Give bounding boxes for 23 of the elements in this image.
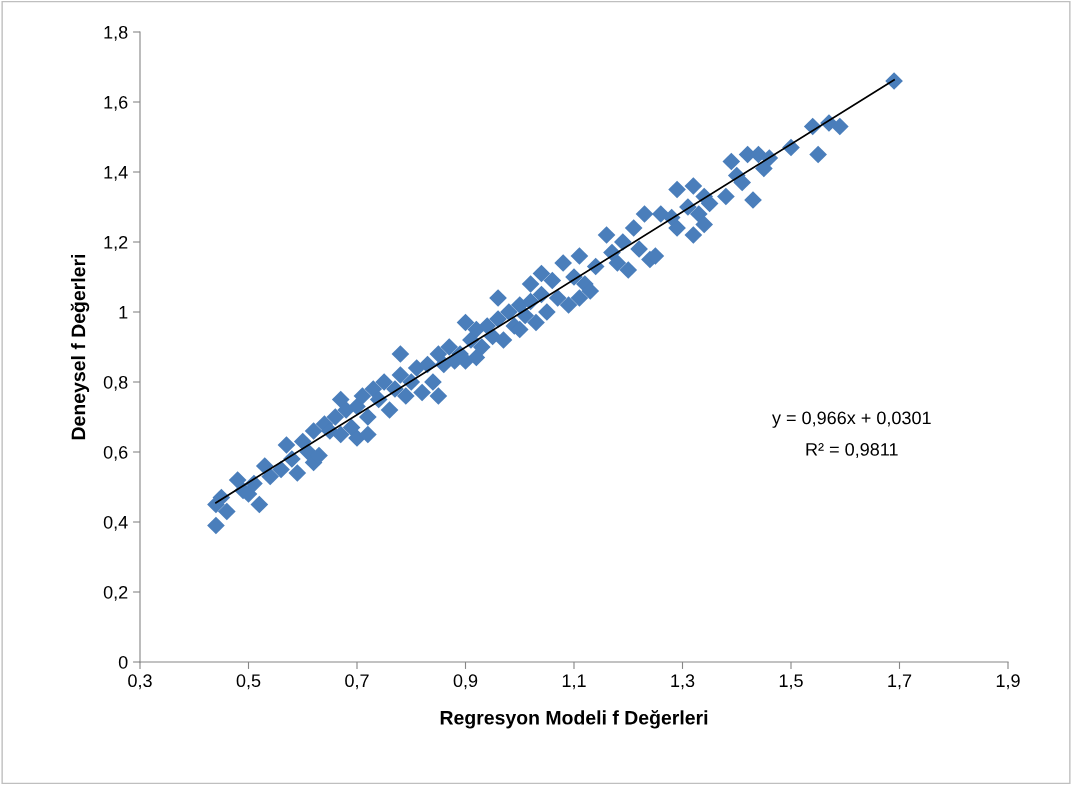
y-tick-label: 0,2 [103, 585, 128, 601]
y-tick-label: 1,6 [104, 95, 128, 111]
annotation: R² = 0,9811 [806, 443, 898, 458]
y-tick-label: 1,4 [104, 166, 128, 181]
x-tick-label: 1,9 [996, 674, 1020, 690]
y-tick-label: 0,8 [103, 375, 128, 391]
y-tick-label: 0,4 [103, 515, 128, 531]
x-axis-title: Regresyon Modeli f Değerleri [440, 710, 708, 729]
x-tick-label: 1,1 [562, 674, 586, 690]
y-tick-label: 1 [119, 306, 128, 319]
annotation: y = 0,966x + 0,0301 [772, 411, 931, 428]
y-tick-label: 0 [118, 655, 128, 669]
x-tick-label: 0,7 [345, 674, 369, 690]
y-tick-label: 1,8 [104, 25, 128, 41]
x-tick-label: 0,9 [453, 674, 478, 690]
y-tick-label: 0,6 [103, 445, 128, 461]
x-tick-label: 0,3 [128, 674, 152, 690]
x-tick-label: 1,3 [671, 674, 695, 690]
y-axis-title: Deneysel f Değerleri [70, 254, 90, 440]
x-tick-label: 1,5 [779, 674, 803, 690]
x-tick-label: 1,7 [888, 674, 912, 690]
y-tick-label: 1,2 [104, 235, 128, 251]
x-tick-label: 0,5 [236, 674, 261, 690]
